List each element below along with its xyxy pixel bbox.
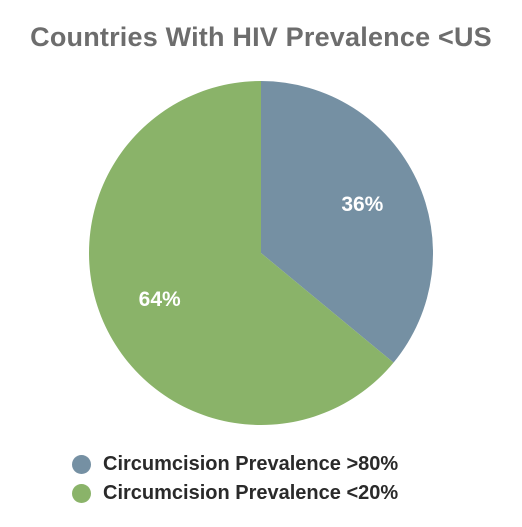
- pie-label-circumcision-over-80: 36%: [341, 193, 383, 216]
- legend-item-circumcision-over-80: Circumcision Prevalence >80%: [72, 450, 398, 479]
- legend-swatch-circumcision-over-80: [72, 455, 91, 474]
- legend-item-circumcision-under-20: Circumcision Prevalence <20%: [72, 479, 398, 508]
- legend-label-circumcision-over-80: Circumcision Prevalence >80%: [103, 453, 399, 475]
- pie-slice-circumcision-over-80: [261, 81, 433, 363]
- pie-chart: 36% 64%: [89, 81, 433, 425]
- pie-label-circumcision-under-20: 64%: [139, 288, 181, 311]
- chart-title: Countries With HIV Prevalence <US: [30, 22, 492, 52]
- legend-swatch-circumcision-under-20: [72, 484, 91, 503]
- legend: Circumcision Prevalence >80% Circumcisio…: [72, 450, 398, 508]
- legend-label-circumcision-under-20: Circumcision Prevalence <20%: [103, 482, 399, 504]
- pie-slice-circumcision-under-20: [89, 81, 394, 425]
